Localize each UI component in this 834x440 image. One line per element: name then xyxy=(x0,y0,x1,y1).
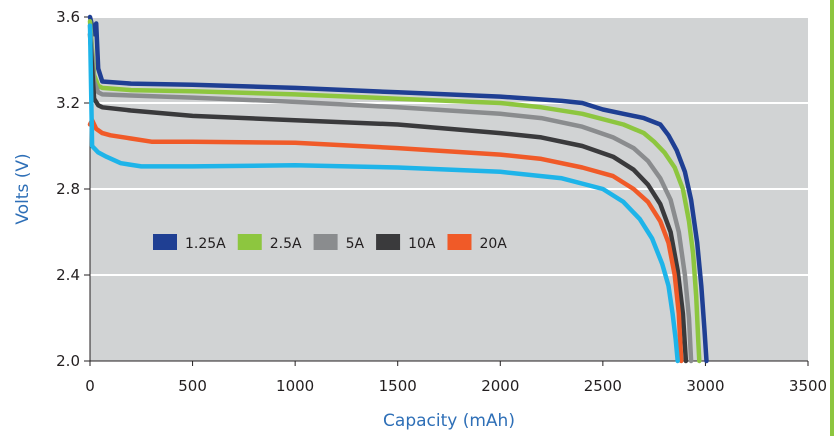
x-tick-label: 1500 xyxy=(379,377,417,395)
legend-swatch xyxy=(237,234,262,250)
x-tick-label: 500 xyxy=(178,377,207,395)
series-line-20a xyxy=(87,117,684,364)
series-line-5a xyxy=(87,23,694,364)
x-tick-label: 3500 xyxy=(789,377,827,395)
x-axis-label: Capacity (mAh) xyxy=(383,411,515,431)
y-tick-label: 2.0 xyxy=(56,352,80,370)
legend-swatch xyxy=(376,234,401,250)
series-layer xyxy=(87,14,709,364)
legend-label: 1.25A xyxy=(185,236,226,252)
right-accent-border xyxy=(830,0,834,436)
legend-swatch xyxy=(313,234,338,250)
legend-label: 5A xyxy=(346,236,365,252)
series-line-1-25a xyxy=(87,14,709,364)
axis-layer: 2.0 2.4 2.8 3.2 3.6 0 500 1000 1500 2000 2500 3000 3… xyxy=(56,8,827,395)
y-tick-label: 3.2 xyxy=(56,94,80,112)
y-tick-label: 2.8 xyxy=(56,180,80,198)
x-tick-label: 2500 xyxy=(584,377,622,395)
series-line-2-5a xyxy=(87,19,702,364)
x-tick-label: 0 xyxy=(85,377,95,395)
legend-swatch xyxy=(153,234,177,250)
series-line-unlabeled xyxy=(87,23,680,364)
x-tick-label: 2000 xyxy=(481,377,519,395)
y-tick-label: 3.6 xyxy=(56,8,80,26)
x-tick-label: 1000 xyxy=(276,377,314,395)
legend-label: 10A xyxy=(408,236,436,252)
legend-label: 2.5A xyxy=(270,236,302,252)
legend-label: 20A xyxy=(479,236,507,252)
x-tick-label: 3000 xyxy=(686,377,724,395)
y-tick-label: 2.4 xyxy=(56,266,80,284)
legend-swatch xyxy=(447,234,472,250)
series-line-10a xyxy=(87,31,689,364)
legend: 1.25A 2.5A 5A 10A 20A xyxy=(153,234,507,252)
y-axis-label: Volts (V) xyxy=(13,153,33,224)
